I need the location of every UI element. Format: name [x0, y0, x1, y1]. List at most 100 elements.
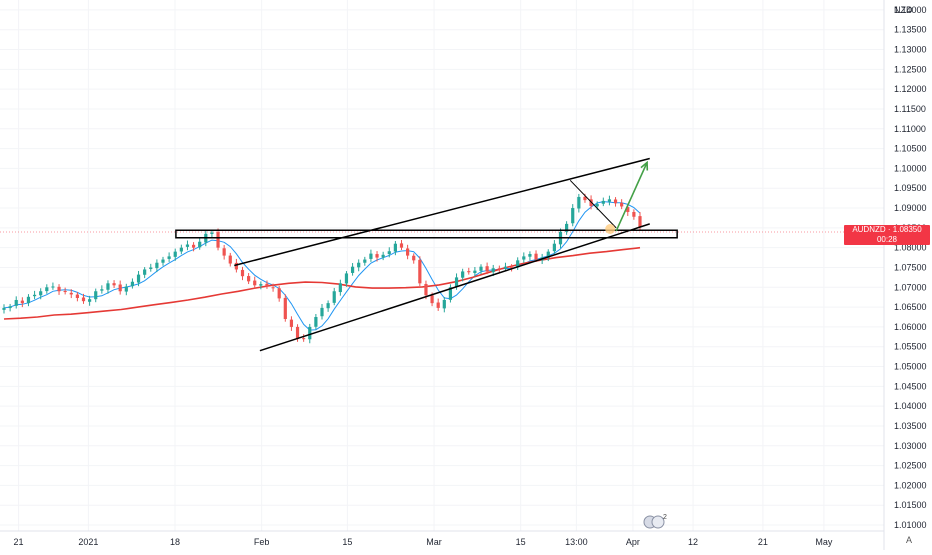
- candle-body: [461, 271, 465, 278]
- candle-body: [289, 319, 294, 327]
- falling-trendline[interactable]: [569, 179, 617, 229]
- candle-body: [118, 284, 122, 292]
- candle-body: [338, 283, 342, 293]
- candle-body: [106, 283, 110, 290]
- overlay-layer[interactable]: [175, 157, 678, 352]
- candle-body: [503, 266, 508, 269]
- price-tick-label: 1.09000: [894, 203, 927, 213]
- candle-body: [75, 294, 79, 298]
- candle-body: [2, 307, 6, 310]
- candle-body: [638, 216, 642, 228]
- time-tick-label: 12: [688, 537, 698, 547]
- candle-body: [185, 244, 190, 247]
- price-tick-label: 1.12500: [894, 64, 927, 74]
- candle-body: [430, 295, 434, 304]
- candle-body: [571, 208, 575, 224]
- candle-body: [167, 256, 171, 259]
- price-tick-label: 1.07000: [894, 282, 927, 292]
- candle-body: [222, 248, 226, 256]
- time-tick-label: 18: [170, 537, 180, 547]
- time-axis[interactable]: 21 2021 18 Feb 15 Mar 15 13:00 Apr 12 21 May: [14, 537, 833, 547]
- candle-body: [81, 297, 86, 302]
- price-tick-label: 1.05000: [894, 362, 927, 372]
- countdown-label: 00:28: [876, 235, 898, 244]
- price-tick-label: 1.10500: [894, 144, 927, 154]
- candle-body: [595, 204, 599, 207]
- time-tick-label: 13:00: [565, 537, 588, 547]
- price-axis[interactable]: 1.14000 1.13500 1.13000 1.12500 1.12000 1.115…: [894, 5, 927, 530]
- last-price-badge: AUDNZD · 1.08350 00:28: [844, 225, 930, 245]
- candle-body: [69, 292, 73, 295]
- candle-body: [155, 262, 159, 269]
- time-tick-label: 21: [14, 537, 24, 547]
- candle-body: [387, 251, 391, 255]
- candle-body: [308, 326, 312, 340]
- candle-body: [51, 286, 55, 288]
- price-axis-header: NZD: [894, 5, 913, 15]
- candle-body: [124, 286, 128, 292]
- projection-arrow-line[interactable]: [615, 162, 648, 232]
- price-tick-label: 1.05500: [894, 342, 927, 352]
- candle-body: [94, 291, 98, 300]
- candle-body: [20, 300, 24, 304]
- breakout-marker[interactable]: [605, 224, 616, 235]
- price-tick-label: 1.02000: [894, 480, 927, 490]
- candle-body: [32, 294, 37, 297]
- price-tick-label: 1.02500: [894, 461, 927, 471]
- candle-body: [509, 267, 514, 269]
- events-badge-icon[interactable]: 2: [642, 513, 668, 529]
- time-tick-label: May: [815, 537, 833, 547]
- candle-body: [418, 259, 422, 284]
- candle-body: [100, 289, 104, 291]
- candle-body: [112, 283, 116, 286]
- price-tick-label: 1.01000: [894, 520, 927, 530]
- upper-trendline[interactable]: [234, 157, 650, 267]
- price-tick-label: 1.12000: [894, 84, 927, 94]
- candle-body: [130, 281, 135, 287]
- price-tick-label: 1.04000: [894, 401, 927, 411]
- price-tick-label: 1.04500: [894, 381, 927, 391]
- resistance-zone-rectangle[interactable]: [175, 229, 678, 239]
- candle-body: [497, 268, 501, 270]
- candle-body: [344, 273, 349, 284]
- time-tick-label: Apr: [626, 537, 640, 547]
- candle-body: [295, 326, 300, 339]
- candle-body: [607, 199, 612, 202]
- candle-body: [412, 255, 416, 261]
- candle-body: [234, 262, 238, 270]
- candle-body: [45, 287, 49, 292]
- candle-body: [613, 199, 618, 204]
- candle-body: [626, 207, 630, 213]
- candle-body: [473, 270, 477, 274]
- candle-body: [552, 243, 556, 252]
- candle-body: [516, 260, 520, 268]
- candle-body: [534, 253, 538, 260]
- candle-body: [479, 266, 483, 271]
- lower-trendline[interactable]: [259, 223, 650, 352]
- price-tick-label: 1.13500: [894, 25, 927, 35]
- candle-body: [39, 291, 43, 296]
- candle-body: [589, 199, 593, 207]
- candle-body: [143, 269, 147, 275]
- candle-body: [210, 232, 214, 234]
- price-tick-label: 1.08000: [894, 243, 927, 253]
- candle-body: [198, 241, 202, 248]
- candle-body: [363, 259, 367, 263]
- candle-body: [485, 266, 489, 272]
- symbol-label: AUDNZD: [852, 225, 886, 234]
- candle-body: [8, 306, 12, 309]
- candle-body: [326, 303, 330, 309]
- time-tick-label: 15: [342, 537, 352, 547]
- candle-body: [424, 283, 428, 296]
- candle-body: [149, 267, 153, 269]
- candle-body: [454, 277, 459, 287]
- time-tick-label: 2021: [78, 537, 98, 547]
- projection-arrow-head[interactable]: [640, 160, 649, 171]
- candle-body: [448, 287, 453, 300]
- candle-body: [565, 223, 569, 232]
- candle-body: [57, 286, 61, 292]
- auto-scale-button[interactable]: A: [905, 535, 912, 545]
